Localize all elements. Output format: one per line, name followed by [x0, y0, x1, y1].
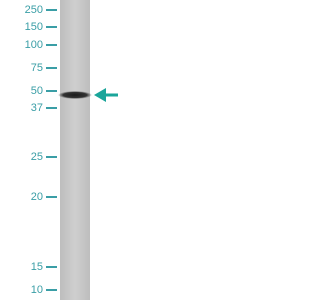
marker-label: 37 [31, 102, 43, 114]
marker-label: 75 [31, 62, 43, 74]
marker-label: 150 [25, 21, 43, 33]
marker-label: 250 [25, 4, 43, 16]
marker-label: 20 [31, 191, 43, 203]
marker-label: 10 [31, 284, 43, 296]
marker-label: 100 [25, 39, 43, 51]
lane [60, 0, 90, 300]
blot: 250 150 100 75 50 37 25 20 15 10 [25, 0, 118, 300]
band [58, 91, 92, 99]
markers: 250 150 100 75 50 37 25 20 15 10 [25, 4, 57, 296]
marker-label: 15 [31, 261, 43, 273]
arrow [94, 88, 118, 102]
marker-label: 50 [31, 85, 43, 97]
marker-label: 25 [31, 151, 43, 163]
